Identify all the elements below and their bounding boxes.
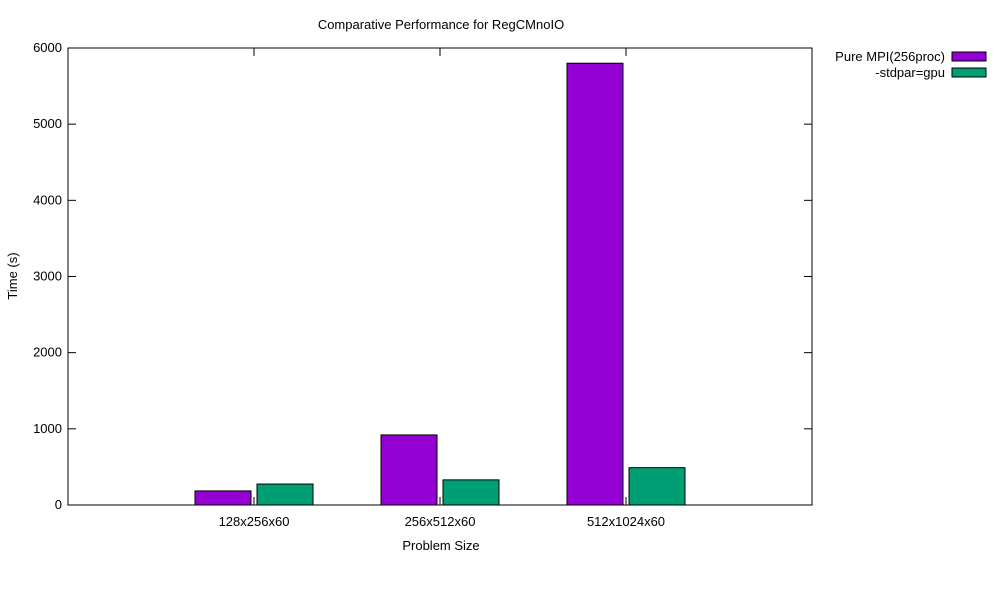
bar-0-0: [194, 490, 252, 506]
legend-swatch: [951, 51, 987, 62]
x-axis-label: Problem Size: [402, 538, 479, 553]
y-tick-label: 0: [55, 497, 62, 512]
bar-1-1: [442, 479, 500, 506]
legend-label: Pure MPI(256proc): [835, 49, 945, 64]
legend-swatch: [951, 67, 987, 78]
y-tick-label: 4000: [33, 192, 62, 207]
plot-frame: [67, 47, 813, 506]
bars-layer: [194, 62, 686, 506]
axis-ticks: 0 1000 2000 3000 4000 5000 6000 128x256x60 256x5…: [33, 40, 812, 529]
bar-1-0: [380, 434, 438, 506]
bar-2-1: [628, 467, 686, 506]
y-tick-label: 6000: [33, 40, 62, 55]
chart-title: Comparative Performance for RegCMnoIO: [318, 17, 564, 32]
y-axis-label: Time (s): [5, 252, 20, 299]
y-tick-label: 1000: [33, 421, 62, 436]
legend-label: -stdpar=gpu: [875, 65, 945, 80]
x-tick-label: 256x512x60: [405, 514, 476, 529]
y-tick-label: 5000: [33, 116, 62, 131]
x-tick-label: 128x256x60: [219, 514, 290, 529]
legend: Pure MPI(256proc)-stdpar=gpu: [835, 49, 987, 80]
x-tick-label: 512x1024x60: [587, 514, 665, 529]
bar-0-1: [256, 483, 314, 506]
y-tick-label: 3000: [33, 269, 62, 284]
y-tick-label: 2000: [33, 345, 62, 360]
bar-2-0: [566, 62, 624, 506]
